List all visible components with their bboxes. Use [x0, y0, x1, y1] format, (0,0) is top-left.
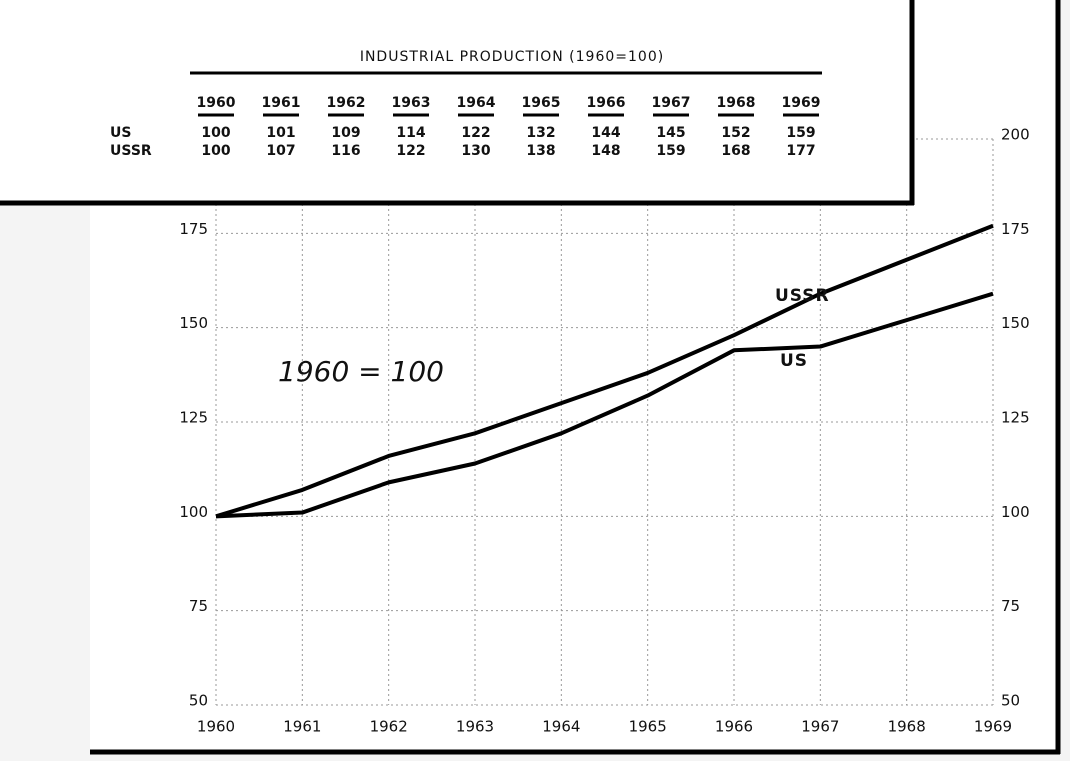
table-cell: 177 — [786, 143, 815, 159]
series-label: USSR — [775, 286, 830, 306]
table-cell: 132 — [526, 125, 555, 141]
table-header: 1964 — [457, 95, 496, 111]
annotation: 1960 = 100 — [278, 355, 444, 388]
series-line — [215, 291, 994, 519]
table-cell: 159 — [656, 143, 685, 159]
table-row-label: USSR — [110, 143, 152, 159]
table-cell: 130 — [461, 143, 490, 159]
table-cell: 100 — [201, 125, 230, 141]
y2-tick-label: 125 — [1001, 409, 1030, 427]
y-tick-label: 75 — [189, 597, 208, 615]
table-cell: 159 — [786, 125, 815, 141]
table-header: 1966 — [587, 95, 626, 111]
table-header: 1961 — [262, 95, 301, 111]
y-tick-label: 125 — [179, 409, 208, 427]
y-tick-label: 100 — [179, 503, 208, 521]
y2-tick-label: 75 — [1001, 597, 1020, 615]
table-cell: 138 — [526, 143, 555, 159]
y-tick-label: 150 — [179, 314, 208, 332]
table-cell: 122 — [461, 125, 490, 141]
table-header: 1969 — [782, 95, 821, 111]
table-cell: 100 — [201, 143, 230, 159]
table-cell: 145 — [656, 125, 685, 141]
y-tick-label: 175 — [179, 220, 208, 238]
y2-tick-label: 100 — [1001, 503, 1030, 521]
plot: 5050757510010012512515015017517520020019… — [179, 126, 1029, 736]
table-header: 1962 — [327, 95, 366, 111]
table-header: 1963 — [392, 95, 431, 111]
data-table: INDUSTRIAL PRODUCTION (1960=100) 1960 100… — [0, 0, 915, 206]
table-title: INDUSTRIAL PRODUCTION (1960=100) — [360, 49, 664, 65]
table-cell: 107 — [266, 143, 295, 159]
y2-tick-label: 175 — [1001, 220, 1030, 238]
table-cell: 168 — [721, 143, 750, 159]
x-tick-label: 1965 — [629, 718, 667, 736]
table-cell: 122 — [396, 143, 425, 159]
table-cell: 148 — [591, 143, 620, 159]
y2-tick-label: 200 — [1001, 126, 1030, 144]
table-cell: 116 — [331, 143, 360, 159]
x-tick-label: 1960 — [197, 718, 235, 736]
x-tick-label: 1962 — [370, 718, 408, 736]
x-tick-label: 1967 — [801, 718, 839, 736]
table-header: 1965 — [522, 95, 561, 111]
x-tick-label: 1961 — [283, 718, 321, 736]
x-tick-label: 1964 — [542, 718, 580, 736]
y-tick-label: 50 — [189, 692, 208, 710]
table-cell: 101 — [266, 125, 295, 141]
series-label: US — [780, 351, 808, 371]
table-cell: 144 — [591, 125, 620, 141]
x-tick-label: 1963 — [456, 718, 494, 736]
table-cell: 114 — [396, 125, 425, 141]
table-header: 1968 — [717, 95, 756, 111]
table-cell: 152 — [721, 125, 750, 141]
table-row-label: US — [110, 125, 131, 141]
y2-tick-label: 50 — [1001, 692, 1020, 710]
x-tick-label: 1966 — [715, 718, 753, 736]
series-line — [215, 223, 994, 519]
table-header: 1960 — [197, 95, 236, 111]
x-tick-label: 1968 — [888, 718, 926, 736]
table-cell: 109 — [331, 125, 360, 141]
table-header: 1967 — [652, 95, 691, 111]
y2-tick-label: 150 — [1001, 314, 1030, 332]
table-panel — [0, 0, 912, 203]
x-tick-label: 1969 — [974, 718, 1012, 736]
